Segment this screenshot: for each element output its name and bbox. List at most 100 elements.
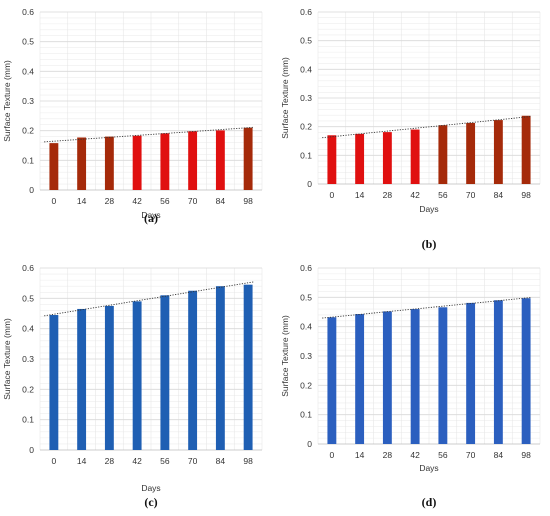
y-axis-title: Surface Texture (mm) xyxy=(2,60,12,142)
x-tick-label: 70 xyxy=(188,196,198,206)
bar-14 xyxy=(355,314,365,444)
x-tick-label: 28 xyxy=(105,456,115,466)
bar-56 xyxy=(438,125,448,184)
x-tick-label: 98 xyxy=(243,196,253,206)
bar-84 xyxy=(493,300,503,444)
y-tick-label: 0.4 xyxy=(300,64,312,74)
x-tick-label: 0 xyxy=(52,196,57,206)
bar-42 xyxy=(132,135,142,190)
bar-70 xyxy=(466,302,476,444)
y-tick-label: 0 xyxy=(307,439,312,449)
y-tick-label: 0.5 xyxy=(300,36,312,46)
x-axis-title: Days xyxy=(419,463,438,473)
trendline xyxy=(44,126,254,143)
x-tick-label: 70 xyxy=(466,450,476,460)
chart-panel-2: 0 0.1 0.2 0.3 0.4 0.5 0.6 0 14 28 42 56 70 84 98 Days Su… xyxy=(280,7,541,251)
y-tick-label: 0.6 xyxy=(300,7,312,17)
y-tick-label: 0.3 xyxy=(22,96,34,106)
bar-70 xyxy=(188,131,198,190)
y-tick-label: 0.6 xyxy=(22,7,34,17)
bar-98 xyxy=(521,115,531,184)
panel-label: (c) xyxy=(144,495,157,509)
y-tick-label: 0.3 xyxy=(300,93,312,103)
bar-28 xyxy=(104,136,114,190)
x-tick-label: 28 xyxy=(105,196,115,206)
y-tick-label: 0 xyxy=(29,185,34,195)
x-tick-label: 28 xyxy=(383,190,393,200)
y-axis-title: Surface Texture (mm) xyxy=(2,318,12,400)
x-tick-label: 84 xyxy=(216,196,226,206)
x-tick-label: 0 xyxy=(330,450,335,460)
bar-56 xyxy=(160,133,170,190)
x-tick-label: 98 xyxy=(521,190,531,200)
y-tick-label: 0.3 xyxy=(300,351,312,361)
y-tick-label: 0.5 xyxy=(22,37,34,47)
y-tick-label: 0.5 xyxy=(22,293,34,303)
x-axis-title: Days xyxy=(419,204,438,214)
x-tick-label: 0 xyxy=(52,456,57,466)
x-tick-label: 0 xyxy=(330,190,335,200)
x-tick-label: 98 xyxy=(521,450,531,460)
x-tick-label: 42 xyxy=(410,450,420,460)
bar-98 xyxy=(243,284,253,450)
bar-14 xyxy=(77,308,87,450)
bar-42 xyxy=(410,129,420,184)
x-tick-label: 84 xyxy=(494,190,504,200)
x-tick-label: 56 xyxy=(160,456,170,466)
y-tick-label: 0.6 xyxy=(300,263,312,273)
bar-98 xyxy=(521,298,531,444)
y-tick-label: 0.4 xyxy=(22,324,34,334)
x-tick-label: 14 xyxy=(77,196,87,206)
y-tick-label: 0.2 xyxy=(300,122,312,132)
bar-28 xyxy=(104,305,114,450)
y-tick-label: 0.2 xyxy=(22,384,34,394)
x-tick-label: 56 xyxy=(438,190,448,200)
x-tick-label: 14 xyxy=(355,450,365,460)
y-tick-label: 0.4 xyxy=(22,66,34,76)
x-tick-label: 56 xyxy=(160,196,170,206)
bar-70 xyxy=(188,290,198,450)
bar-28 xyxy=(382,132,392,184)
x-tick-label: 70 xyxy=(466,190,476,200)
y-tick-label: 0 xyxy=(29,445,34,455)
chart-panel-4: 0 0.1 0.2 0.3 0.4 0.5 0.6 0 14 28 42 56 70 84 98 Days Su… xyxy=(280,263,541,509)
bar-70 xyxy=(466,122,476,184)
y-tick-label: 0 xyxy=(307,179,312,189)
bar-0 xyxy=(49,143,59,190)
y-tick-label: 0.5 xyxy=(300,292,312,302)
chart-panel-1: 0 0.1 0.2 0.3 0.4 0.5 0.6 0 14 28 42 56 70 84 98 Days Su… xyxy=(2,7,263,225)
y-tick-label: 0.6 xyxy=(22,263,34,273)
bar-42 xyxy=(410,309,420,444)
bar-98 xyxy=(243,127,253,190)
y-tick-label: 0.1 xyxy=(300,410,312,420)
x-tick-label: 70 xyxy=(188,456,198,466)
y-tick-label: 0.1 xyxy=(22,155,34,165)
y-tick-label: 0.1 xyxy=(22,415,34,425)
panel-label: (b) xyxy=(422,237,437,251)
chart-panel-3: 0 0.1 0.2 0.3 0.4 0.5 0.6 0 14 28 42 56 70 84 98 Days Su… xyxy=(2,263,263,509)
trendline xyxy=(44,281,254,317)
x-tick-label: 98 xyxy=(243,456,253,466)
bar-14 xyxy=(77,137,87,190)
bar-42 xyxy=(132,301,142,450)
x-tick-label: 84 xyxy=(216,456,226,466)
x-tick-label: 14 xyxy=(355,190,365,200)
x-tick-label: 28 xyxy=(383,450,393,460)
bar-28 xyxy=(382,311,392,444)
y-axis-title: Surface Texture (mm) xyxy=(280,315,290,397)
y-tick-label: 0.4 xyxy=(300,322,312,332)
x-axis-title: Days xyxy=(141,210,160,220)
x-tick-label: 14 xyxy=(77,456,87,466)
bar-0 xyxy=(327,317,337,444)
bar-0 xyxy=(327,135,337,184)
panel-label: (d) xyxy=(422,495,437,509)
bar-56 xyxy=(160,295,170,450)
bar-84 xyxy=(215,286,225,450)
y-tick-label: 0.1 xyxy=(300,150,312,160)
x-axis-title: Days xyxy=(141,483,160,493)
bar-14 xyxy=(355,133,365,184)
bar-0 xyxy=(49,315,59,450)
x-tick-label: 42 xyxy=(410,190,420,200)
y-tick-label: 0.2 xyxy=(22,126,34,136)
